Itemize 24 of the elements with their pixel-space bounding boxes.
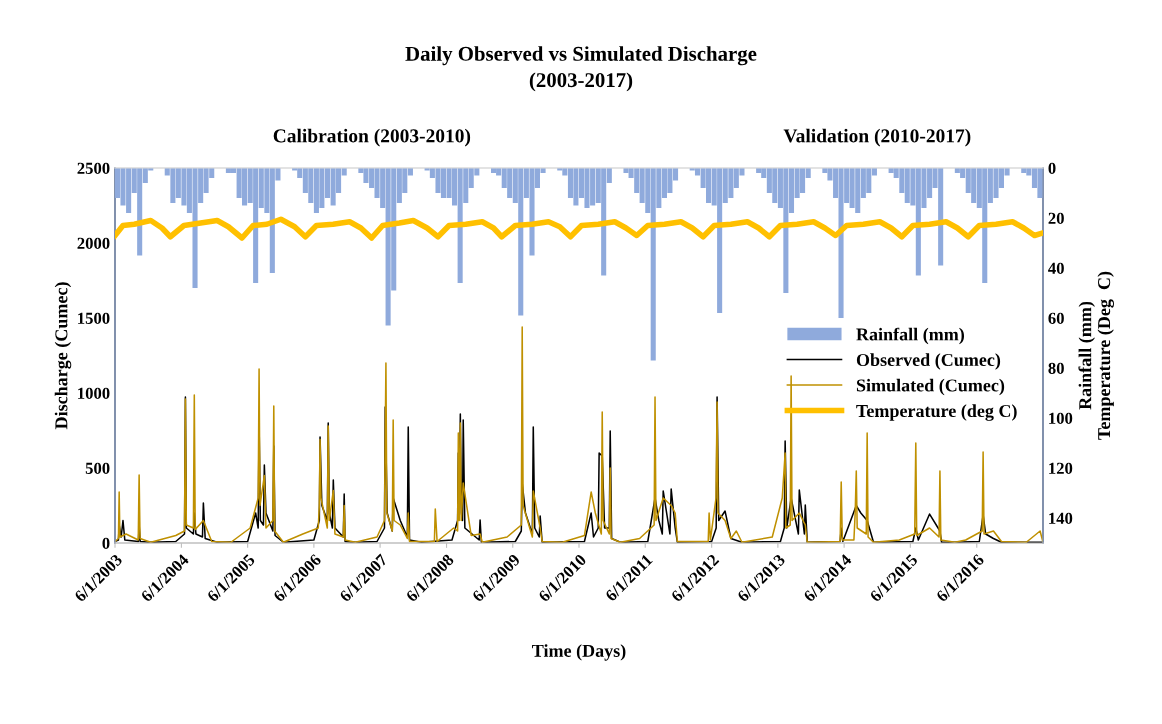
- y-tick-label: 1500: [78, 312, 110, 324]
- y-tick-label: 2500: [77, 162, 110, 174]
- y2-tick-label: 40: [1048, 262, 1064, 274]
- y2-tick-label: 0: [1048, 162, 1056, 174]
- y2-tick-label: 100: [1049, 412, 1073, 424]
- y-tick-label: 2000: [77, 237, 110, 249]
- legend-label: Observed (Cumec): [856, 353, 1001, 370]
- y2-tick-label: 140: [1049, 512, 1073, 524]
- text: Calibration (2003-2010): [273, 128, 471, 147]
- y-tick-label: 500: [85, 462, 110, 474]
- y-axis-title: Discharge (Cumec): [54, 282, 72, 430]
- text: Validation (2010-2017): [783, 128, 971, 147]
- y2-tick-label: 60: [1048, 312, 1064, 324]
- legend-label: Rainfall (mm): [856, 327, 964, 345]
- y-tick-label: 1000: [78, 387, 110, 399]
- y2-axis-title: Rainfall (mm) Temperature (Deg C): [1078, 271, 1114, 440]
- x-axis-title: Time (Days): [532, 644, 626, 661]
- y2-tick-label: 20: [1048, 212, 1064, 224]
- legend-label: Simulated (Cumec): [856, 378, 1005, 396]
- y-tick-label: 0: [102, 537, 110, 549]
- chart-title: Daily Observed vs Simulated Discharge (2003-2017): [405, 46, 757, 92]
- y2-tick-label: 120: [1049, 462, 1073, 474]
- legend-label: Temperature (deg C): [856, 404, 1017, 421]
- y2-tick-label: 80: [1048, 362, 1064, 374]
